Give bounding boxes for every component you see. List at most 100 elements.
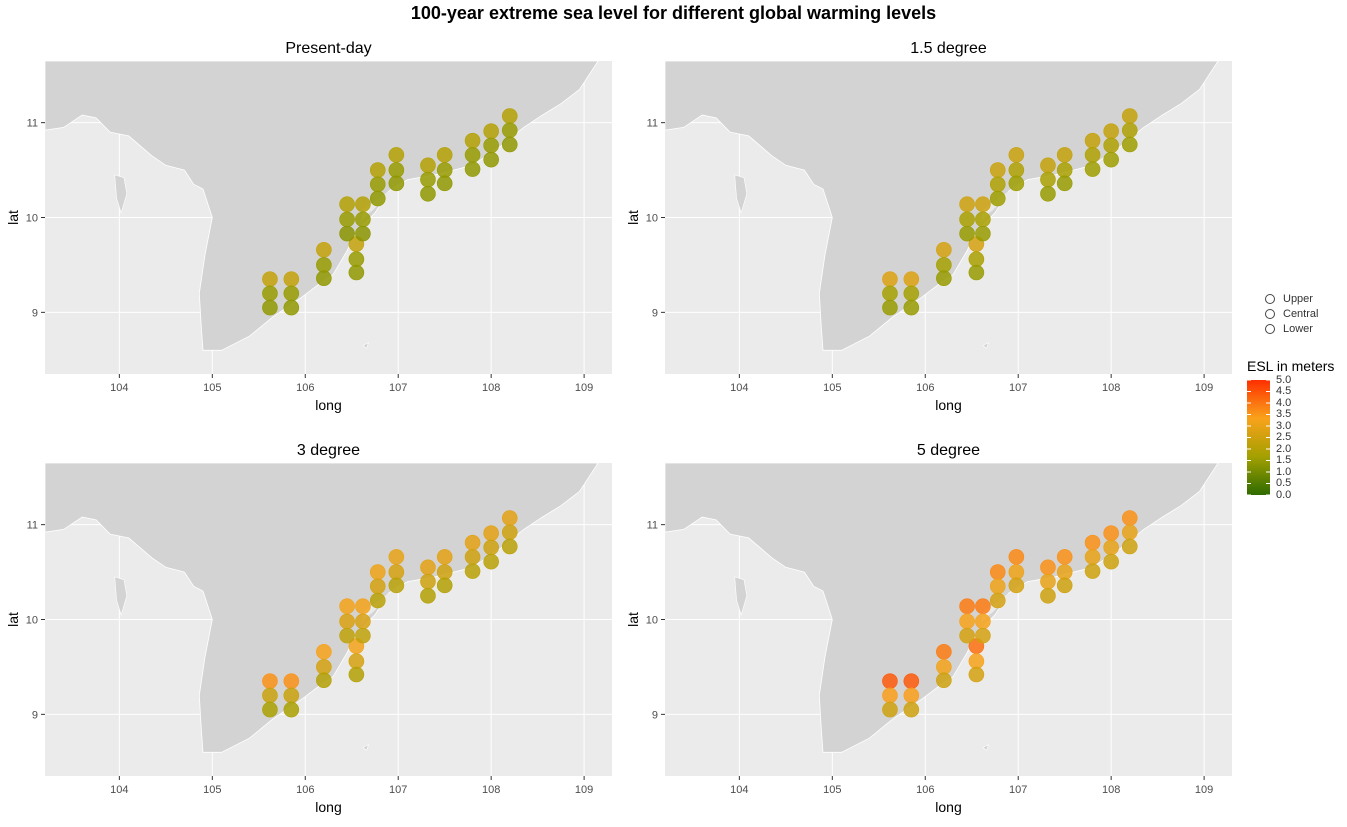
data-point — [903, 673, 920, 689]
data-point — [882, 299, 898, 316]
data-point — [501, 510, 518, 526]
data-point — [1121, 136, 1138, 153]
data-point — [1040, 573, 1056, 590]
data-point — [1084, 563, 1101, 579]
chart-canvas: Present-day 104 105 106 107 108 109 9 10 11 long la… — [5, 40, 1232, 815]
data-point — [882, 271, 898, 287]
data-point — [959, 211, 975, 228]
data-point — [882, 673, 898, 689]
data-point — [262, 285, 278, 302]
data-point — [369, 176, 386, 193]
data-point — [339, 613, 355, 630]
x-tick-label: 105 — [823, 784, 841, 796]
data-point — [483, 137, 499, 154]
x-tick-label: 109 — [575, 382, 593, 394]
data-point — [483, 539, 499, 556]
data-point — [882, 687, 898, 704]
data-point — [436, 175, 453, 192]
data-point — [388, 175, 405, 192]
legend-label-upper: Upper — [1283, 292, 1313, 305]
data-point — [355, 598, 371, 615]
x-tick-label: 109 — [1195, 382, 1213, 394]
data-point — [483, 123, 499, 139]
x-tick-label: 108 — [1102, 784, 1120, 796]
data-point — [1040, 559, 1056, 576]
data-point — [1040, 185, 1056, 202]
data-point — [1008, 147, 1025, 163]
data-point — [369, 592, 386, 609]
data-point — [989, 176, 1006, 193]
data-point — [316, 672, 332, 689]
x-tick-label: 107 — [389, 784, 407, 796]
island — [362, 744, 370, 751]
y-axis-title: lat — [625, 612, 641, 627]
y-tick-label: 9 — [32, 709, 38, 721]
panel-title: 5 degree — [917, 442, 980, 459]
data-point — [975, 613, 991, 630]
data-point — [1040, 587, 1056, 604]
data-point — [1121, 510, 1138, 526]
data-point — [483, 525, 499, 541]
data-point — [975, 196, 991, 213]
data-point — [501, 108, 518, 124]
y-tick-label: 11 — [647, 520, 658, 532]
y-tick-label: 11 — [647, 118, 658, 130]
data-point — [339, 598, 355, 615]
data-point — [283, 285, 300, 302]
legend-label-central: Central — [1283, 307, 1319, 320]
x-tick-label: 105 — [203, 382, 221, 394]
data-point — [1103, 553, 1119, 570]
x-axis-title: long — [935, 799, 961, 815]
colorbar-tick-label: 4.0 — [1276, 396, 1292, 409]
data-point — [1008, 577, 1025, 594]
x-tick-label: 104 — [730, 382, 748, 394]
data-point — [283, 687, 300, 704]
x-tick-label: 104 — [730, 784, 748, 796]
data-point — [959, 196, 975, 213]
y-tick-label: 9 — [652, 709, 658, 721]
data-point — [436, 549, 453, 565]
data-point — [882, 701, 898, 718]
data-point — [975, 598, 991, 615]
x-tick-label: 104 — [110, 382, 128, 394]
data-point — [1040, 171, 1056, 188]
data-point — [283, 299, 300, 316]
data-point — [483, 553, 499, 570]
data-point — [420, 157, 436, 174]
map-layer — [45, 463, 612, 776]
data-point — [348, 653, 365, 670]
circle-icon — [1265, 293, 1275, 304]
island — [114, 576, 128, 616]
data-point — [355, 225, 371, 242]
data-point — [388, 577, 405, 594]
data-point — [388, 147, 405, 163]
x-tick-label: 107 — [1009, 382, 1027, 394]
y-axis-title: lat — [5, 210, 21, 225]
legend-item-lower: Lower — [1265, 321, 1318, 336]
x-tick-label: 108 — [1102, 382, 1120, 394]
colorbar-tick-label: 5.0 — [1276, 373, 1292, 386]
data-point — [1056, 162, 1073, 178]
data-point — [501, 136, 518, 153]
data-point — [1103, 123, 1119, 139]
data-point — [1084, 161, 1101, 177]
panel-title: Present-day — [285, 40, 371, 57]
data-point — [1056, 147, 1073, 163]
data-point — [355, 196, 371, 213]
data-point — [262, 271, 278, 287]
data-point — [1008, 162, 1025, 178]
data-point — [882, 285, 898, 302]
y-tick-label: 10 — [26, 615, 38, 627]
data-point — [959, 598, 975, 615]
x-tick-label: 106 — [296, 382, 314, 394]
map-layer — [665, 61, 1232, 374]
data-point — [1084, 132, 1101, 149]
data-point — [316, 643, 332, 660]
data-point — [316, 270, 332, 287]
x-tick-label: 105 — [203, 784, 221, 796]
data-point — [464, 161, 481, 177]
island — [362, 342, 370, 349]
x-axis-title: long — [315, 397, 341, 413]
colorbar-tick-label: 2.5 — [1276, 431, 1292, 443]
panel-title: 1.5 degree — [910, 40, 987, 57]
